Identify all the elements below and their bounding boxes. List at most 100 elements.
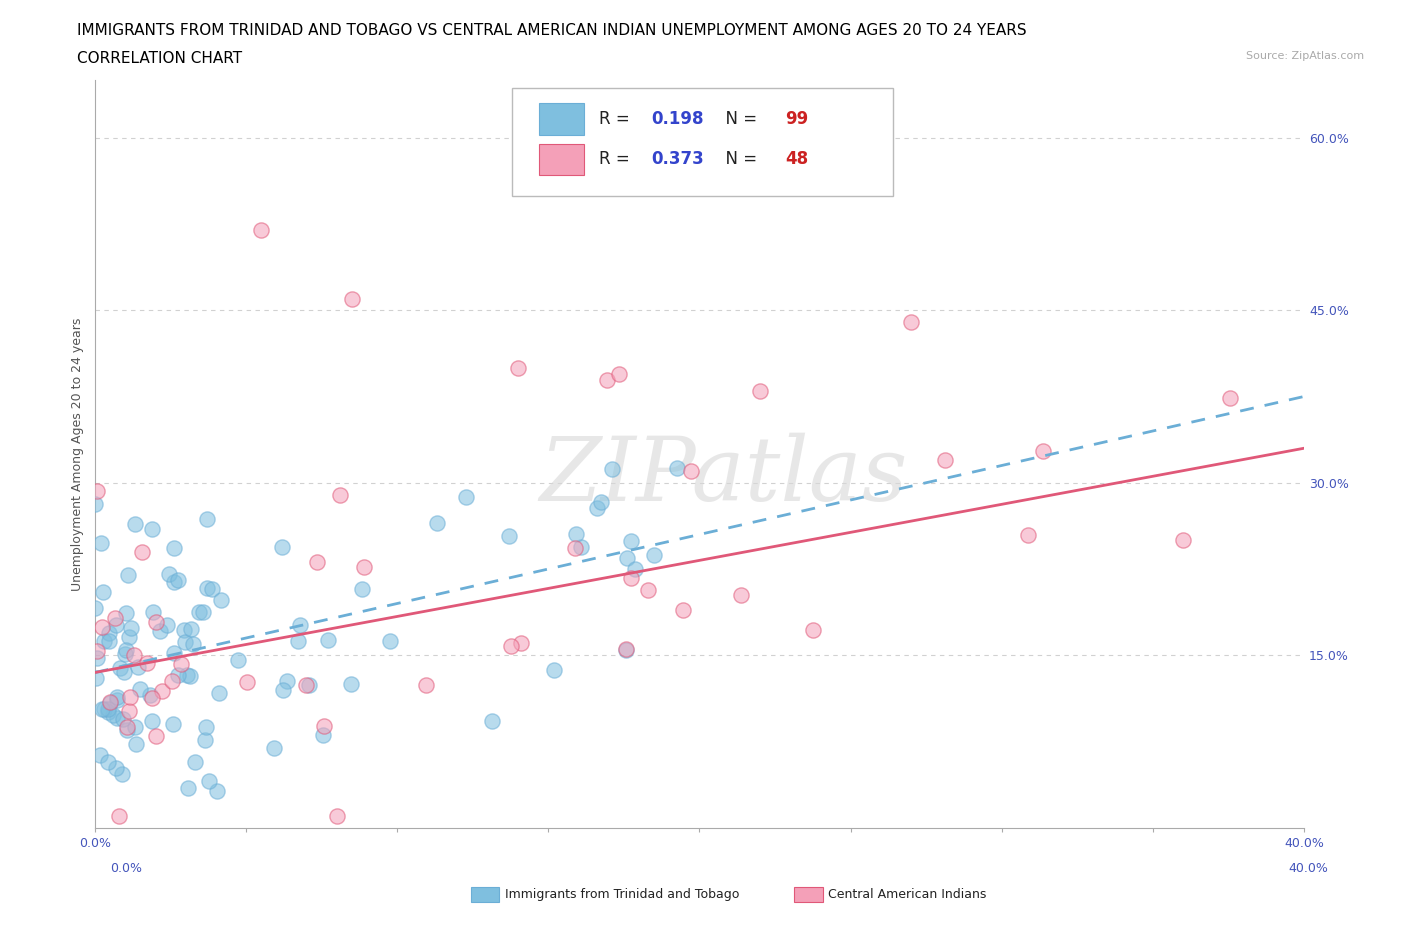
Point [176,781,198,796]
Point [288,618,311,632]
Point [141,713,163,728]
Point [157,566,180,581]
Point [250,222,273,237]
Point [124,737,146,751]
Point [104,618,127,633]
Point [314,718,336,733]
Point [616,642,638,657]
Text: N =: N = [716,151,762,168]
Point [666,460,689,475]
Point [616,551,638,565]
Point [180,622,202,637]
Point [329,487,352,502]
Point [181,636,204,651]
Point [287,633,309,648]
Point [564,526,586,541]
Point [305,554,328,569]
Point [637,582,659,597]
Text: Immigrants from Trinidad and Tobago: Immigrants from Trinidad and Tobago [505,888,740,901]
Point [170,657,193,671]
Text: 99: 99 [785,110,808,128]
Point [187,604,209,619]
Point [124,719,146,734]
Point [91,584,114,599]
Point [114,646,136,661]
Point [236,674,259,689]
Point [543,663,565,678]
Point [112,664,135,679]
FancyBboxPatch shape [538,103,585,135]
Text: 0.373: 0.373 [651,151,704,168]
Point [681,464,703,479]
Point [166,668,188,683]
Point [114,643,136,658]
Point [136,656,159,671]
Point [91,619,114,634]
Point [748,383,770,398]
Point [353,560,375,575]
Point [129,682,152,697]
Point [499,639,522,654]
Point [83,496,105,511]
Point [115,720,138,735]
Point [86,644,108,658]
Point [107,808,129,823]
Point [105,689,128,704]
Point [163,540,186,555]
Point [195,512,218,526]
Point [194,732,217,747]
Point [104,611,127,626]
Point [934,453,956,468]
Point [620,571,643,586]
Point [205,783,228,798]
Point [93,633,115,648]
Point [162,645,184,660]
Point [730,588,752,603]
Text: CORRELATION CHART: CORRELATION CHART [77,51,242,66]
Point [340,291,363,306]
Point [118,703,141,718]
Point [263,740,285,755]
Point [142,604,165,619]
Point [176,667,198,682]
Point [98,634,121,649]
Point [160,673,183,688]
Point [620,534,643,549]
Point [124,517,146,532]
Point [97,705,120,720]
Point [115,605,138,620]
Point [378,633,401,648]
Point [120,620,142,635]
Point [139,688,162,703]
Point [98,696,121,711]
Point [614,643,637,658]
Point [1219,391,1241,405]
Point [145,615,167,630]
Point [173,622,195,637]
Point [112,711,135,726]
Point [585,500,607,515]
Point [105,692,128,707]
Point [498,528,520,543]
Text: 48: 48 [785,151,808,168]
Point [426,515,449,530]
Point [173,635,195,650]
Text: IMMIGRANTS FROM TRINIDAD AND TOBAGO VS CENTRAL AMERICAN INDIAN UNEMPLOYMENT AMON: IMMIGRANTS FROM TRINIDAD AND TOBAGO VS C… [77,23,1026,38]
Point [456,489,478,504]
Text: 40.0%: 40.0% [1289,862,1329,875]
Point [1017,528,1039,543]
Point [90,535,112,550]
Point [589,495,612,510]
Point [1032,444,1054,458]
Point [564,540,586,555]
Point [83,600,105,615]
Point [195,720,218,735]
Text: R =: R = [599,110,636,128]
Point [596,373,619,388]
Point [166,573,188,588]
Point [162,717,184,732]
Point [271,683,294,698]
Point [184,754,207,769]
Point [86,484,108,498]
Point [602,462,624,477]
